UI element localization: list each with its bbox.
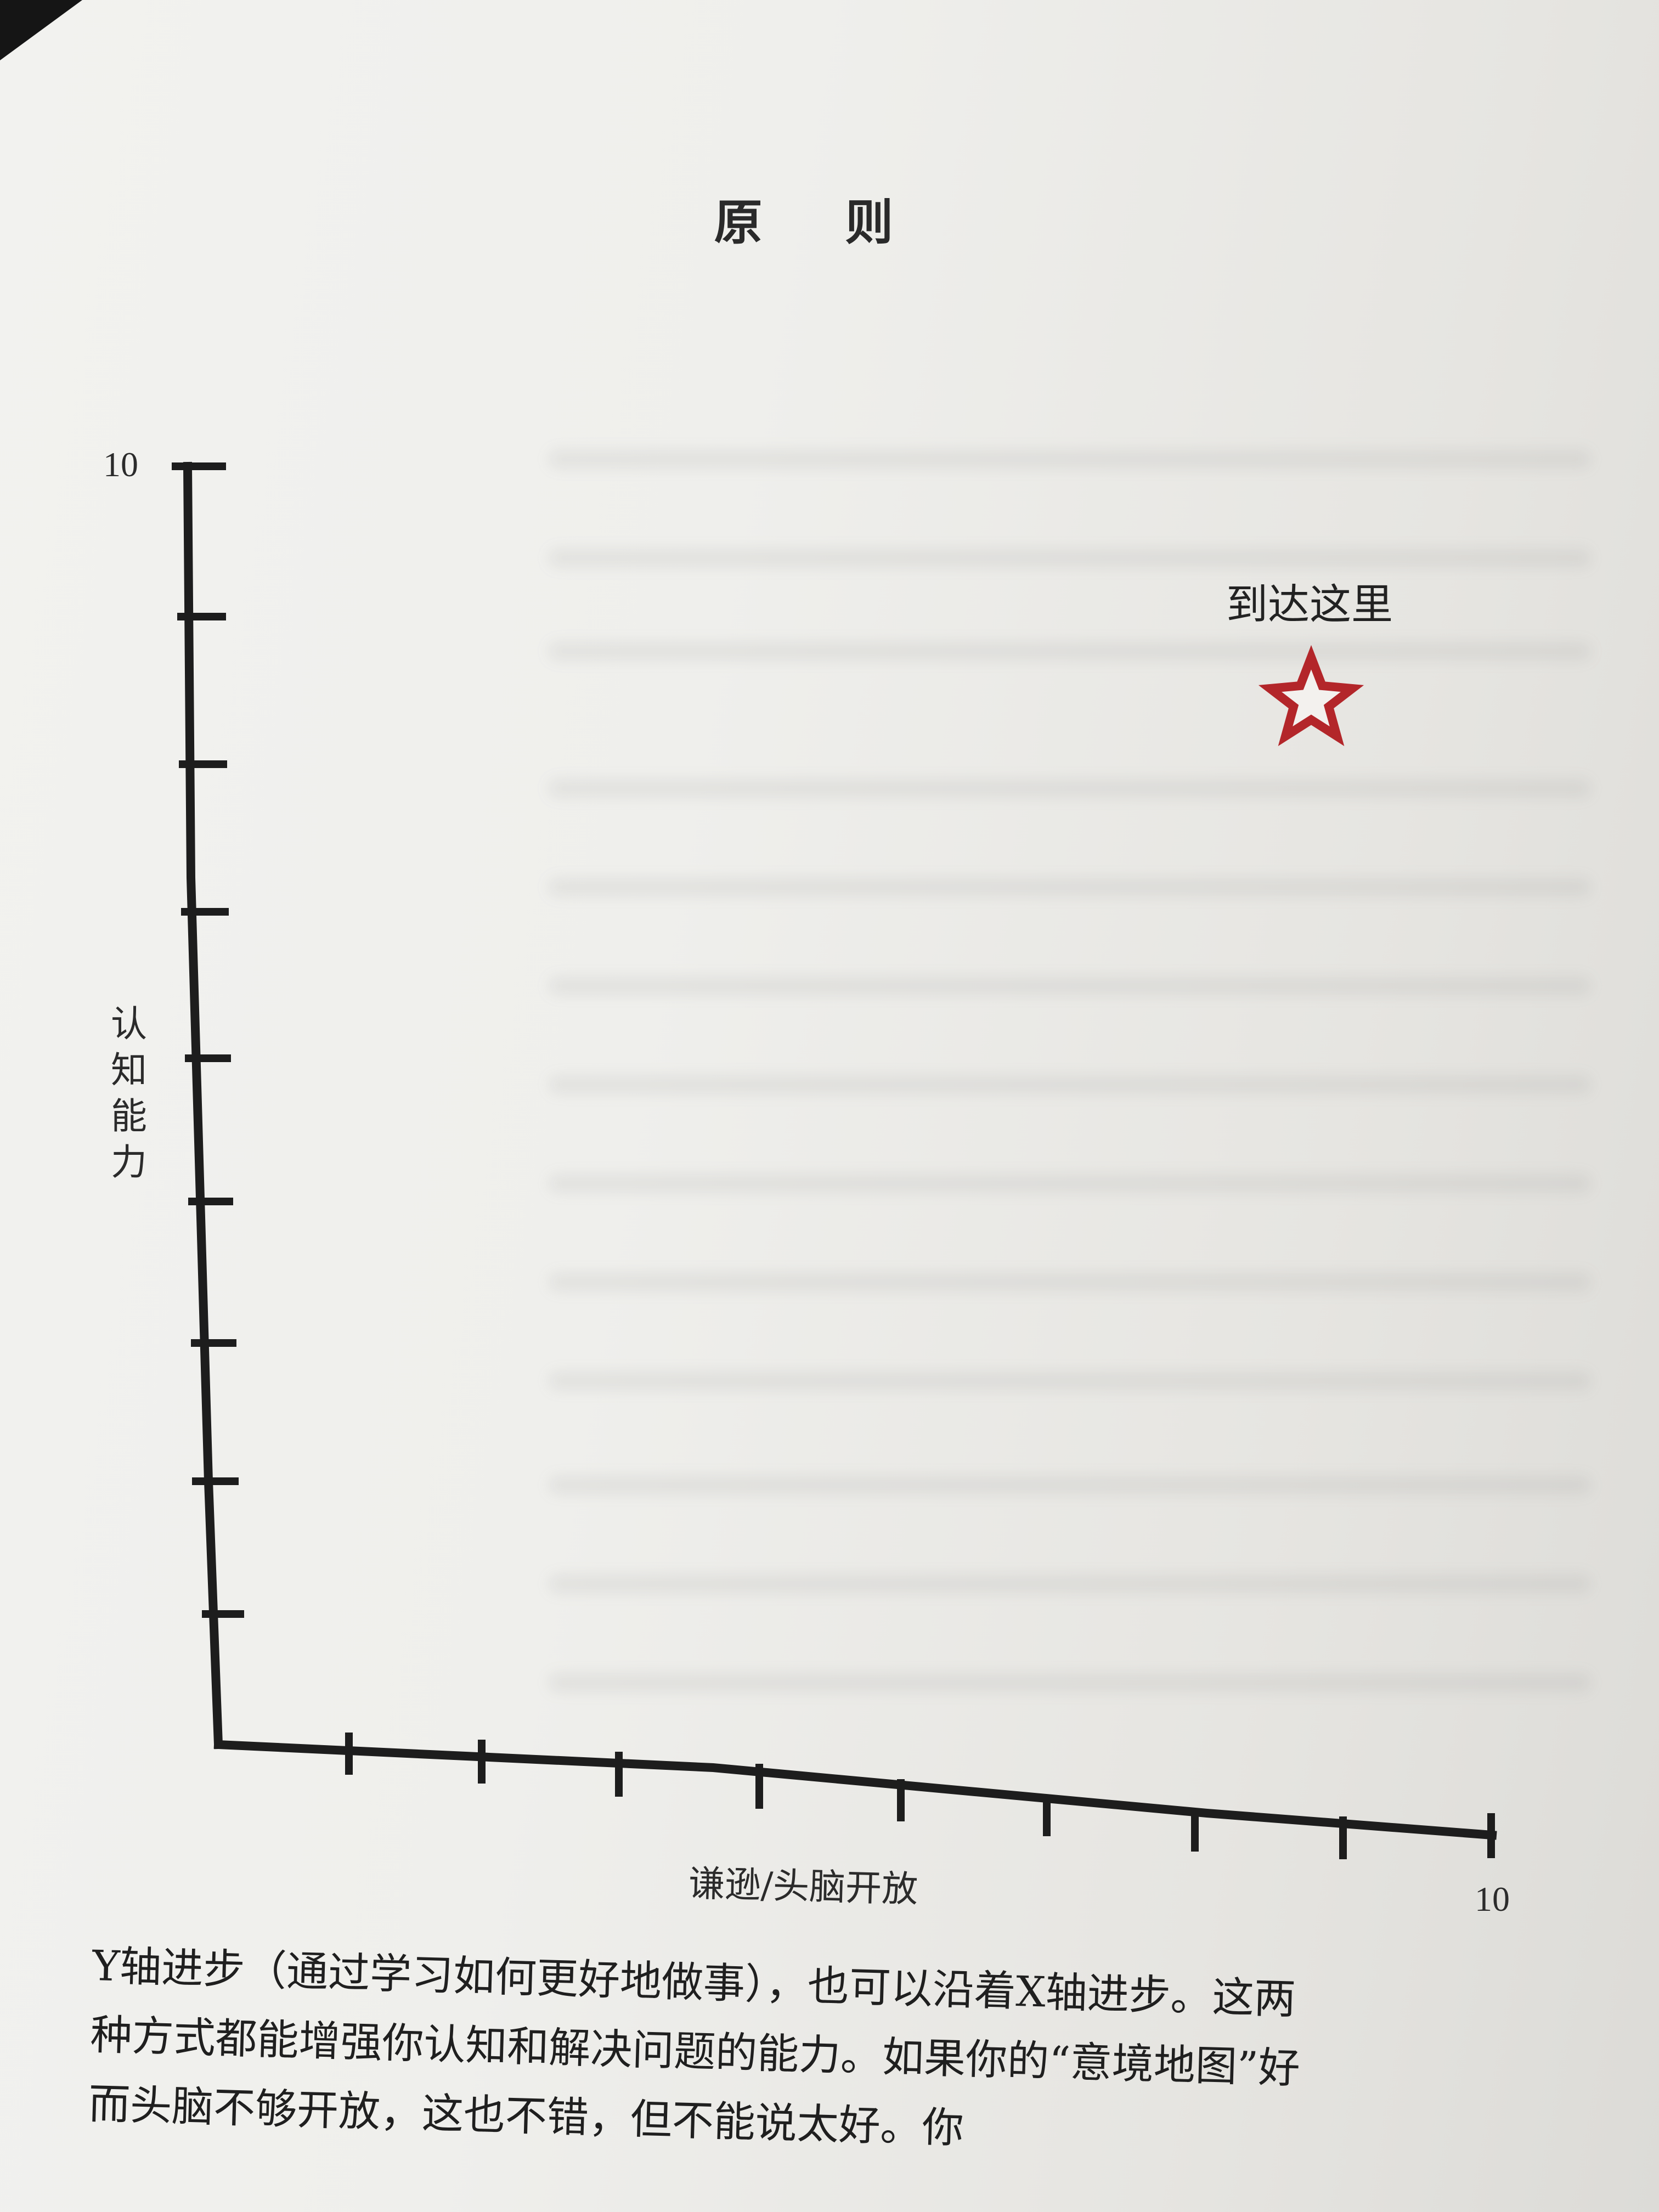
bleed-through bbox=[549, 642, 1591, 661]
x-axis-ticks bbox=[345, 1733, 1495, 1859]
star-icon bbox=[1258, 645, 1364, 746]
x-axis-label: 谦逊/头脑开放 bbox=[687, 1862, 919, 1911]
bleed-through bbox=[549, 1273, 1591, 1291]
page-corner-shadow bbox=[0, 0, 82, 60]
y-axis bbox=[183, 461, 223, 1750]
x-axis bbox=[213, 1740, 1497, 1840]
bleed-through bbox=[549, 878, 1591, 896]
bleed-through bbox=[549, 1174, 1591, 1193]
body-text: Y轴进步（通过学习如何更好地做事），也可以沿着X轴进步。这两 种方式都能增强你认… bbox=[87, 1931, 1628, 2181]
x-axis-max-label: 10 bbox=[1475, 1880, 1510, 1918]
y-axis-ticks bbox=[172, 462, 244, 1618]
y-axis-label: 认知能力 bbox=[111, 1003, 147, 1183]
bleed-through bbox=[549, 1575, 1591, 1593]
bleed-through bbox=[549, 1673, 1591, 1692]
bleed-through bbox=[549, 450, 1591, 469]
bleed-through bbox=[549, 1476, 1591, 1494]
bleed-through bbox=[549, 1075, 1591, 1094]
bleed-through bbox=[549, 977, 1591, 995]
y-axis-max-label: 10 bbox=[103, 445, 138, 484]
goal-annotation: 到达这里 bbox=[1226, 580, 1393, 629]
bleed-through bbox=[549, 779, 1591, 798]
page-header: 原 则 bbox=[714, 194, 927, 251]
bleed-through bbox=[549, 549, 1591, 567]
bleed-through bbox=[549, 1372, 1591, 1390]
